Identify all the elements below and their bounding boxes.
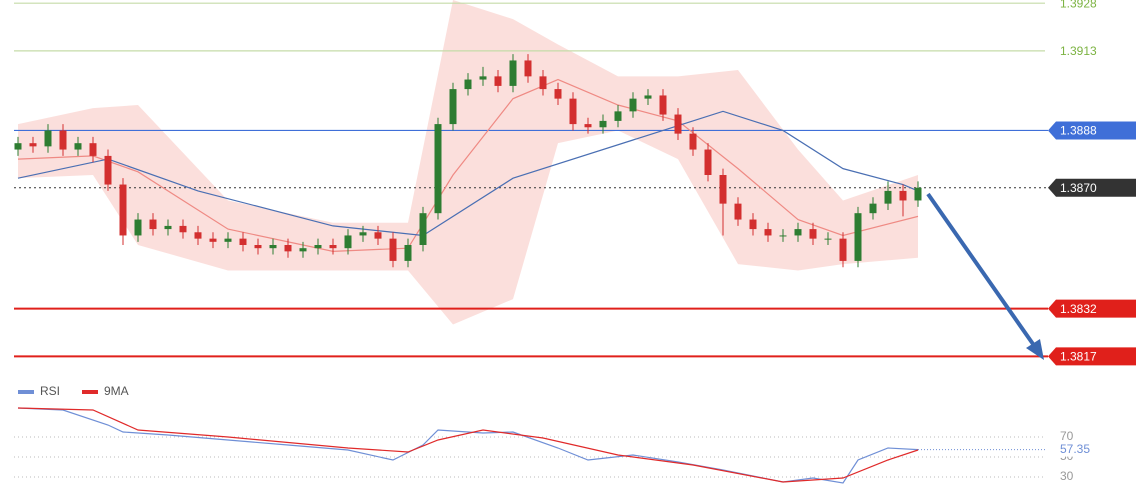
candle-body: [539, 76, 547, 90]
candle-body: [599, 120, 607, 128]
candle-body: [59, 130, 67, 150]
candle-body: [644, 95, 652, 99]
candle-body: [869, 203, 877, 214]
forecast-arrowhead: [1026, 339, 1044, 360]
y-tick-label: 70: [1060, 429, 1074, 443]
candle-body: [509, 60, 517, 86]
candle-body: [104, 155, 112, 185]
candle-body: [434, 124, 442, 214]
candle-body: [704, 149, 712, 175]
candle-body: [194, 232, 202, 239]
candle-body: [464, 79, 472, 90]
level-label-box: [1048, 178, 1136, 197]
candle-body: [149, 219, 157, 230]
candle-body: [899, 190, 907, 201]
candle-body: [299, 248, 307, 252]
candle-body: [839, 238, 847, 261]
candle-body: [284, 245, 292, 252]
candle-body: [269, 245, 277, 249]
candle-body: [329, 245, 337, 249]
y-tick-label: 30: [1060, 469, 1074, 483]
candle-body: [89, 143, 97, 156]
candle-body: [374, 232, 382, 239]
moving-average: [17, 78, 919, 252]
level-label-box: [1048, 121, 1136, 140]
candle-body: [749, 219, 757, 230]
level-label: 1.3888: [1060, 124, 1097, 138]
candle-body: [134, 219, 142, 236]
level-label: 1.3817: [1060, 350, 1097, 364]
candle-body: [254, 245, 262, 249]
moving-average: [17, 110, 919, 237]
candle-body: [689, 133, 697, 150]
candle-body: [209, 238, 217, 242]
current-rsi-bg: [1056, 442, 1096, 457]
candle-body: [14, 143, 22, 150]
candle-body: [419, 213, 427, 245]
candle-body: [479, 76, 487, 80]
candle-body: [404, 245, 412, 261]
candle-body: [74, 143, 82, 150]
candle-body: [809, 229, 817, 239]
candle-body: [659, 95, 667, 115]
candle-body: [779, 235, 787, 237]
candle-body: [344, 235, 352, 249]
candle-body: [569, 98, 577, 125]
indicator-line: [17, 407, 919, 484]
level-label: 1.3913: [1060, 44, 1097, 58]
candle-body: [389, 238, 397, 261]
legend-label: RSI: [40, 384, 60, 398]
candle-body: [524, 60, 532, 77]
forecast-arrow: [926, 192, 1035, 346]
bollinger-band: [18, 0, 918, 325]
candle-body: [614, 111, 622, 121]
candle-body: [119, 184, 127, 236]
candle-body: [554, 89, 562, 99]
candle-body: [734, 203, 742, 220]
candle-body: [629, 98, 637, 112]
level-label-box: [1048, 347, 1136, 366]
candle-body: [719, 175, 727, 204]
candle-body: [824, 238, 832, 240]
candle-body: [584, 124, 592, 128]
candle-body: [314, 245, 322, 249]
candle-body: [449, 89, 457, 125]
candle-body: [884, 190, 892, 204]
candle-body: [44, 130, 52, 147]
candle-body: [494, 76, 502, 86]
candle-body: [179, 225, 187, 233]
candle-body: [239, 238, 247, 245]
candle-body: [164, 225, 172, 230]
candle-body: [794, 229, 802, 236]
candle-body: [854, 213, 862, 261]
level-label: 1.3928: [1060, 0, 1097, 10]
indicator-line: [17, 407, 919, 483]
candle-body: [224, 238, 232, 242]
candle-body: [359, 232, 367, 236]
candle-body: [764, 229, 772, 236]
level-label-box: [1048, 299, 1136, 318]
current-rsi-label: 57.35: [1060, 442, 1090, 456]
level-label: 1.3832: [1060, 302, 1097, 316]
level-label: 1.3870: [1060, 181, 1097, 195]
legend-label: 9MA: [104, 384, 129, 398]
candle-body: [674, 114, 682, 134]
candle-body: [914, 187, 922, 201]
candle-body: [29, 143, 37, 147]
